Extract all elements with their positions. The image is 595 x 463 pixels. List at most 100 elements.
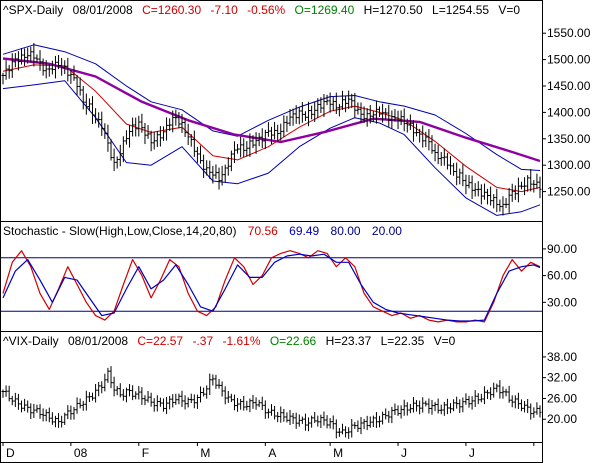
vix-bar [186,397,190,408]
vix-bar [495,383,499,393]
price-bar [350,93,354,109]
price-volume: V=0 [498,3,520,17]
y-tick-label-0-4: 1350.00 [547,132,591,146]
vix-bar [214,374,218,389]
x-tick-label-7: J [469,446,475,460]
vix-bar [331,415,335,430]
price-bar [78,77,82,96]
vix-bar [211,374,215,386]
price-bar [273,121,277,140]
vix-bar [7,385,11,402]
price-bar [399,110,403,126]
price-bar [279,123,283,141]
price-bar [26,47,30,64]
vix-bar [374,412,378,428]
vix-bar [63,412,67,425]
vix-bar [97,381,101,397]
vix-bar [87,392,91,403]
price-bar [165,117,169,141]
price-bar [473,183,477,197]
vix-bar [421,397,425,413]
price-bar [482,183,486,200]
price-bar [131,117,135,137]
vix-bar [319,414,323,428]
price-bar [427,128,431,151]
price-bar [433,143,437,162]
price-bar [449,156,452,175]
vix-bar [208,373,212,396]
price-bar [53,55,57,79]
vix-volume: V=0 [434,334,456,348]
vix-bar [174,393,178,405]
y-tick-label-0-3: 1400.00 [547,105,591,119]
price-bar [374,100,378,124]
vix-bar [202,387,206,397]
price-high: H=1270.50 [364,3,423,17]
vix-bar [334,419,338,439]
price-bar [16,51,20,71]
price-bar [334,92,338,115]
vix-bar [158,397,162,407]
price-open: O=1269.40 [295,3,355,17]
price-bar [307,101,311,127]
vix-open: O=22.66 [270,334,317,348]
price-bar [115,156,119,169]
y-tick-label-0-1: 1500.00 [547,53,591,67]
vix-bar [276,411,280,423]
price-bar [168,118,172,131]
vix-bar [260,396,264,410]
price-bar [294,105,298,124]
price-bar [418,128,422,143]
price-bar [4,60,8,80]
vix-bar [449,403,452,414]
vix-bar [424,400,428,407]
vix-bar [486,389,490,400]
price-upper_band-line [2,44,541,171]
vix-bar [436,398,440,414]
price-bar [439,151,443,166]
stoch-lower-value: 20.00 [372,224,402,238]
vix-bar [78,398,82,409]
vix-bar [38,404,42,419]
vix-change: -.37 [192,334,213,348]
price-bar [214,164,218,179]
vix-bar [285,412,289,423]
vix-bar [128,383,132,397]
vix-bar [402,399,406,416]
y-tick-label-2-1: 32.00 [547,371,577,385]
vix-bar [192,394,196,409]
vix-date: 08/01/2008 [68,334,128,348]
vix-bar [152,398,156,412]
price-bar [97,112,101,128]
vix-bar [442,401,446,416]
vix-bar [519,399,523,412]
vix-bar [396,405,400,416]
vix-bar [69,405,73,420]
price-bar [405,118,409,133]
price-bar [325,94,329,106]
price-bar [217,167,221,190]
vix-bar [91,392,94,401]
vix-bar [461,397,465,413]
price-bar [44,60,48,79]
price-ma50-line [2,57,541,163]
price-bar [263,129,267,149]
x-tick-label-6: J [401,446,407,460]
price-bar [529,168,533,192]
vix-bar [300,416,304,424]
price-bar [492,194,496,209]
vix-bar [310,415,314,428]
price-bar [183,118,187,138]
vix-bar [60,415,64,428]
vix-bar [23,398,27,412]
price-change: -7.10 [210,3,238,17]
vix-bar [273,405,277,420]
vix-bar [279,406,283,423]
vix-bar [124,387,128,403]
vix-bar [29,403,33,420]
price-bar [458,168,462,185]
vix-bar [171,394,175,408]
price-bar [282,115,286,138]
price-bar [526,175,530,192]
